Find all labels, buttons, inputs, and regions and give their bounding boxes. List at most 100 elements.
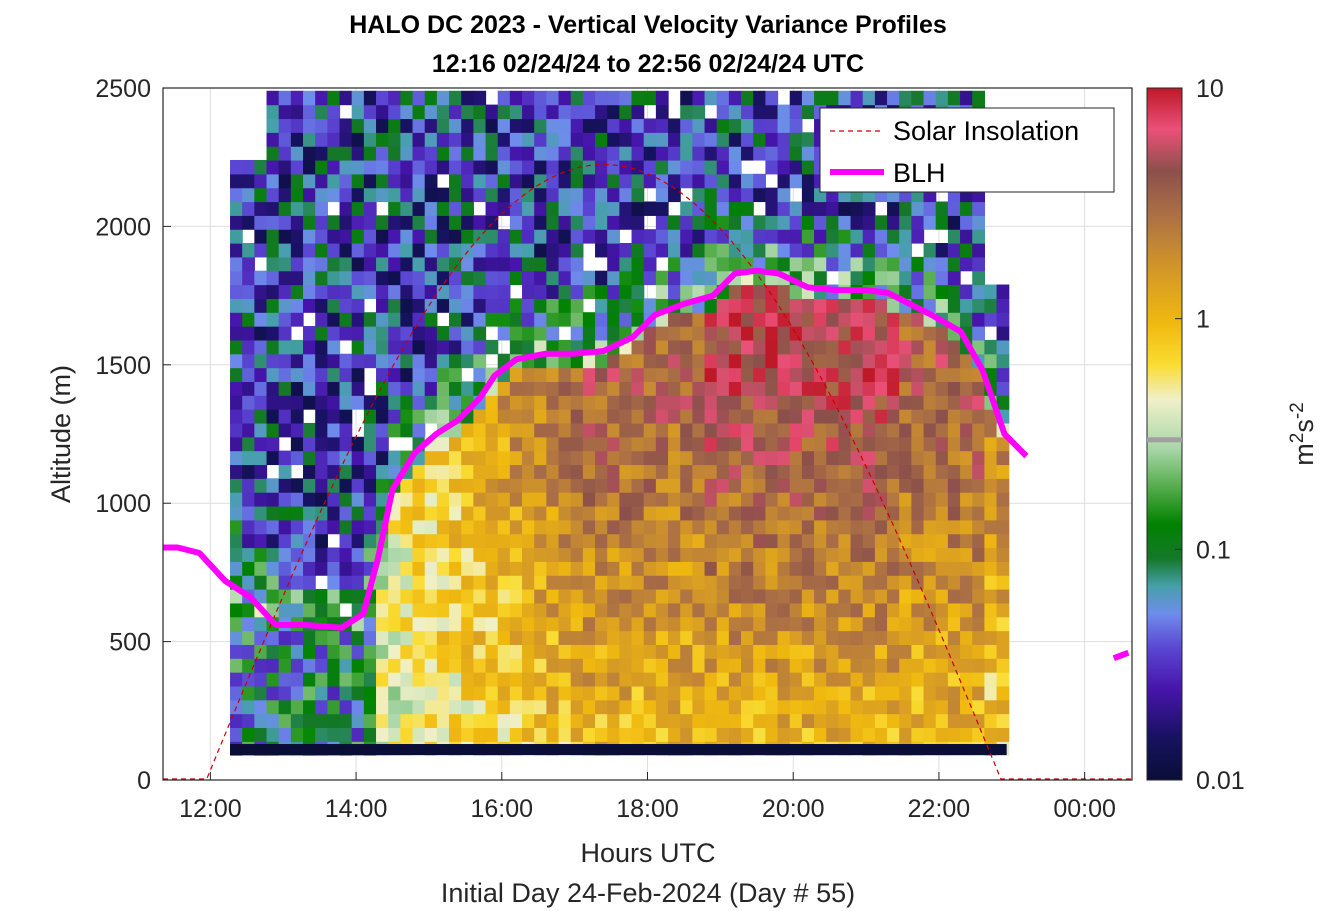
heatmap-cell — [935, 685, 949, 701]
heatmap-cell — [327, 298, 341, 313]
heatmap-cell — [801, 367, 815, 383]
heatmap-cell — [753, 644, 766, 659]
heatmap-cell — [582, 589, 596, 604]
heatmap-cell — [485, 312, 499, 327]
heatmap-cell — [741, 201, 754, 216]
heatmap-cell — [497, 229, 511, 244]
heatmap-cell — [996, 727, 1010, 742]
heatmap-cell — [643, 243, 657, 258]
heatmap-cell — [473, 339, 487, 355]
heatmap-cell — [655, 658, 669, 673]
heatmap-cell — [436, 104, 450, 120]
heatmap-cell — [826, 450, 839, 466]
heatmap-cell — [704, 381, 718, 396]
heatmap-cell — [862, 395, 876, 410]
heatmap-cell — [388, 630, 401, 645]
heatmap-cell — [899, 215, 912, 230]
heatmap-cell — [777, 118, 791, 133]
heatmap-cell — [619, 713, 633, 729]
heatmap-cell — [899, 616, 912, 632]
heatmap-cell — [339, 132, 353, 147]
heatmap-cell — [485, 229, 499, 244]
heatmap-cell — [230, 215, 243, 230]
heatmap-cell — [789, 381, 803, 396]
heatmap-cell — [315, 589, 328, 604]
heatmap-cell — [449, 450, 462, 466]
heatmap-cell — [801, 713, 815, 729]
heatmap-cell — [850, 229, 864, 244]
heatmap-cell — [485, 395, 499, 410]
heatmap-cell — [655, 589, 669, 604]
heatmap-cell — [327, 395, 341, 410]
heatmap-cell — [984, 519, 998, 535]
heatmap-cell — [655, 409, 669, 424]
heatmap-cell — [680, 616, 693, 632]
heatmap-cell — [741, 672, 754, 687]
heatmap-cell — [303, 118, 316, 133]
heatmap-cell — [327, 699, 341, 715]
heatmap-cell — [984, 339, 998, 355]
heatmap-cell — [704, 187, 718, 203]
heatmap-cell — [741, 492, 754, 507]
heatmap-cell — [582, 672, 596, 687]
heatmap-cell — [826, 409, 839, 424]
heatmap-cell — [655, 672, 669, 687]
heatmap-cell — [558, 630, 572, 645]
heatmap-cell — [947, 602, 961, 618]
heatmap-cell — [522, 492, 535, 507]
heatmap-cell — [874, 575, 888, 590]
heatmap-cell — [850, 298, 864, 313]
heatmap-cell — [558, 616, 572, 632]
heatmap-cell — [655, 630, 669, 645]
heatmap-cell — [643, 409, 657, 424]
heatmap-cell — [801, 104, 815, 120]
heatmap-cell — [436, 630, 450, 645]
heatmap-cell — [558, 104, 572, 120]
heatmap-cell — [741, 243, 754, 258]
heatmap-cell — [814, 339, 827, 355]
heatmap-cell — [303, 547, 316, 562]
heatmap-cell — [874, 672, 888, 687]
heatmap-cell — [595, 575, 608, 590]
heatmap-cell — [509, 173, 523, 189]
heatmap-cell — [996, 616, 1010, 632]
heatmap-cell — [436, 298, 450, 313]
heatmap-cell — [595, 450, 608, 466]
heatmap-cell — [692, 616, 706, 632]
heatmap-cell — [607, 505, 620, 521]
heatmap-cell — [899, 201, 912, 216]
heatmap-cell — [668, 575, 681, 590]
heatmap-cell — [607, 243, 620, 258]
heatmap-cell — [972, 492, 985, 507]
heatmap-cell — [242, 464, 255, 479]
heatmap-cell — [680, 146, 693, 161]
heatmap-cell — [631, 187, 645, 203]
heatmap-cell — [485, 436, 499, 452]
heatmap-cell — [923, 616, 937, 632]
heatmap-cell — [801, 312, 815, 327]
heatmap-cell — [363, 201, 377, 216]
heatmap-cell — [655, 173, 669, 189]
heatmap-cell — [303, 727, 316, 742]
heatmap-cell — [473, 270, 487, 286]
heatmap-cell — [716, 243, 730, 258]
heatmap-cell — [947, 589, 961, 604]
heatmap-cell — [643, 118, 657, 133]
heatmap-cell — [558, 478, 572, 493]
heatmap-cell — [741, 464, 754, 479]
heatmap-cell — [327, 589, 341, 604]
heatmap-cell — [570, 256, 584, 272]
y-tick-label: 1000 — [95, 490, 151, 518]
heatmap-cell — [412, 159, 426, 175]
heatmap-cell — [826, 699, 839, 715]
heatmap-cell — [546, 422, 560, 438]
heatmap-cell — [242, 561, 255, 576]
heatmap-cell — [668, 450, 681, 466]
heatmap-cell — [376, 243, 389, 258]
legend-solar-label: Solar Insolation — [893, 116, 1079, 146]
heatmap-cell — [619, 589, 633, 604]
heatmap-cell — [376, 146, 389, 161]
heatmap-cell — [230, 243, 243, 258]
heatmap-cell — [789, 256, 803, 272]
heatmap-cell — [473, 118, 487, 133]
